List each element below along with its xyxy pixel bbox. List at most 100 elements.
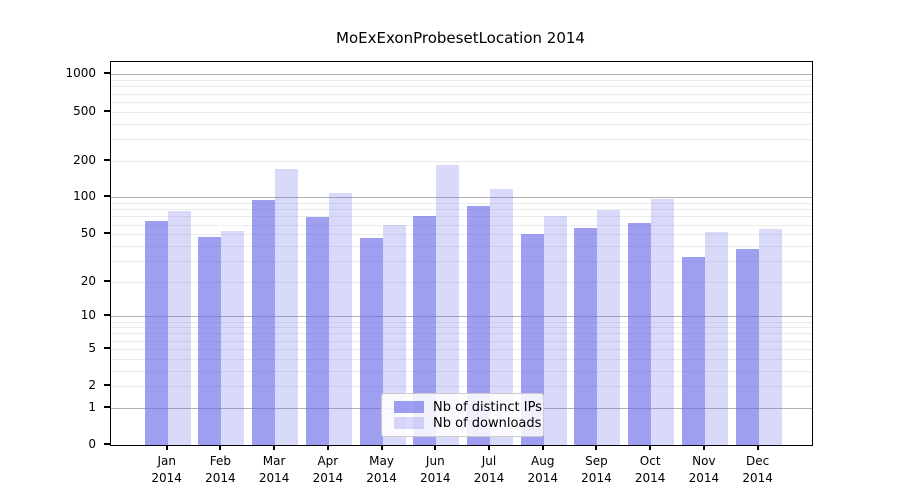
y-tick-mark-2 — [104, 384, 110, 387]
x-tick-month: Aug — [531, 454, 555, 468]
x-tick-mark-aug-2014 — [541, 445, 544, 450]
minor-gridline-900 — [111, 80, 812, 82]
x-tick-mark-nov-2014 — [702, 445, 705, 450]
y-tick-mark-1 — [104, 405, 110, 408]
bar-jan-2014-distinct-ips — [144, 221, 168, 445]
x-tick-mark-mar-2014 — [273, 445, 276, 450]
minor-gridline-7 — [111, 333, 812, 335]
y-tick-label-20: 20 — [80, 273, 96, 288]
bar-apr-2014-downloads — [328, 193, 352, 445]
y-axis: 0 1 2 5 10 20 50 100 200 500 1000 — [0, 61, 110, 451]
bar-nov-2014-downloads — [704, 232, 728, 445]
minor-gridline-30 — [111, 260, 812, 262]
y-tick-mark-50 — [104, 232, 110, 235]
x-axis: Jan 2014 Feb 2014 Mar 2014 Apr 2014 May 2014 Jun 20… — [110, 445, 811, 500]
major-gridline-100 — [111, 197, 812, 199]
minor-gridline-200 — [111, 160, 812, 162]
y-tick-label-500: 500 — [73, 103, 96, 118]
x-tick-label-nov-2014: Nov 2014 — [669, 453, 739, 487]
x-tick-year: 2014 — [473, 471, 505, 485]
x-tick-year: 2014 — [151, 471, 182, 485]
x-tick-year: 2014 — [205, 471, 236, 485]
x-tick-label-aug-2014: Aug 2014 — [508, 453, 578, 487]
chart-title: MoExExonProbesetLocation 2014 — [336, 29, 585, 47]
legend-row: Nb of downloads — [390, 415, 541, 431]
x-tick-label-sep-2014: Sep 2014 — [561, 453, 631, 487]
y-tick-label-50: 50 — [80, 226, 96, 241]
minor-gridline-8 — [111, 327, 812, 329]
x-tick-month: Feb — [209, 454, 232, 468]
minor-gridline-4 — [111, 358, 812, 360]
bar-apr-2014-distinct-ips — [305, 217, 329, 445]
x-tick-mark-jul-2014 — [488, 445, 491, 450]
x-tick-year: 2014 — [527, 471, 558, 485]
minor-gridline-700 — [111, 93, 812, 95]
minor-gridline-400 — [111, 123, 812, 125]
bar-sep-2014-downloads — [597, 209, 621, 445]
minor-gridline-40 — [111, 245, 812, 247]
y-tick-mark-1000 — [104, 72, 110, 75]
bar-jan-2014-downloads — [167, 210, 191, 445]
minor-gridline-50 — [111, 234, 812, 236]
bar-jun-2014-distinct-ips — [413, 215, 437, 445]
minor-gridline-500 — [111, 111, 812, 113]
bar-mar-2014-distinct-ips — [252, 200, 276, 445]
minor-gridline-6 — [111, 340, 812, 342]
y-tick-mark-500 — [104, 109, 110, 112]
legend-swatch-downloads — [394, 417, 424, 429]
minor-gridline-5 — [111, 348, 812, 350]
x-tick-month: Nov — [692, 454, 716, 468]
x-tick-mark-jan-2014 — [165, 445, 168, 450]
x-tick-month: Oct — [639, 454, 661, 468]
y-tick-mark-10 — [104, 314, 110, 317]
minor-gridline-20 — [111, 281, 812, 283]
x-tick-mark-dec-2014 — [756, 445, 759, 450]
bar-oct-2014-distinct-ips — [628, 222, 652, 445]
y-tick-mark-0 — [104, 443, 110, 445]
y-tick-label-2: 2 — [88, 378, 96, 393]
x-tick-month: Dec — [745, 454, 770, 468]
y-tick-label-200: 200 — [73, 152, 96, 167]
x-tick-year: 2014 — [366, 471, 397, 485]
bar-aug-2014-downloads — [543, 215, 567, 445]
bar-sep-2014-distinct-ips — [574, 228, 598, 445]
legend-swatch-distinct-ips — [394, 401, 424, 413]
y-tick-label-100: 100 — [73, 189, 96, 204]
x-tick-month: Sep — [585, 454, 608, 468]
minor-gridline-600 — [111, 101, 812, 103]
y-tick-label-0: 0 — [88, 437, 96, 451]
x-tick-year: 2014 — [742, 471, 773, 485]
minor-gridline-9 — [111, 321, 812, 323]
y-tick-mark-200 — [104, 158, 110, 161]
y-tick-mark-20 — [104, 279, 110, 282]
x-tick-label-jun-2014: Jun 2014 — [400, 453, 470, 487]
bar-jul-2014-downloads — [490, 188, 514, 445]
x-tick-year: 2014 — [581, 471, 612, 485]
x-tick-label-dec-2014: Dec 2014 — [723, 453, 793, 487]
legend-row: Nb of distinct IPs — [390, 399, 542, 415]
x-tick-mark-apr-2014 — [326, 445, 329, 450]
y-tick-label-5: 5 — [88, 340, 96, 355]
major-gridline-1000 — [111, 74, 812, 76]
x-tick-mark-may-2014 — [380, 445, 383, 450]
y-tick-mark-100 — [104, 195, 110, 198]
bar-jun-2014-downloads — [436, 165, 460, 445]
x-tick-label-oct-2014: Oct 2014 — [615, 453, 685, 487]
x-tick-mark-jun-2014 — [434, 445, 437, 450]
x-tick-year: 2014 — [258, 471, 290, 485]
x-tick-mark-oct-2014 — [649, 445, 652, 450]
x-tick-month: Jan — [157, 454, 176, 468]
major-gridline-10 — [111, 316, 812, 318]
bar-jul-2014-distinct-ips — [467, 206, 491, 445]
y-tick-mark-5 — [104, 346, 110, 349]
bar-oct-2014-downloads — [651, 198, 675, 445]
x-tick-label-mar-2014: Mar 2014 — [239, 453, 309, 487]
x-tick-label-apr-2014: Apr 2014 — [293, 453, 363, 487]
bar-mar-2014-downloads — [275, 168, 299, 445]
bar-may-2014-distinct-ips — [359, 238, 383, 445]
x-tick-label-jan-2014: Jan 2014 — [132, 453, 202, 487]
minor-gridline-70 — [111, 216, 812, 218]
x-tick-year: 2014 — [312, 471, 344, 485]
minor-gridline-80 — [111, 209, 812, 211]
